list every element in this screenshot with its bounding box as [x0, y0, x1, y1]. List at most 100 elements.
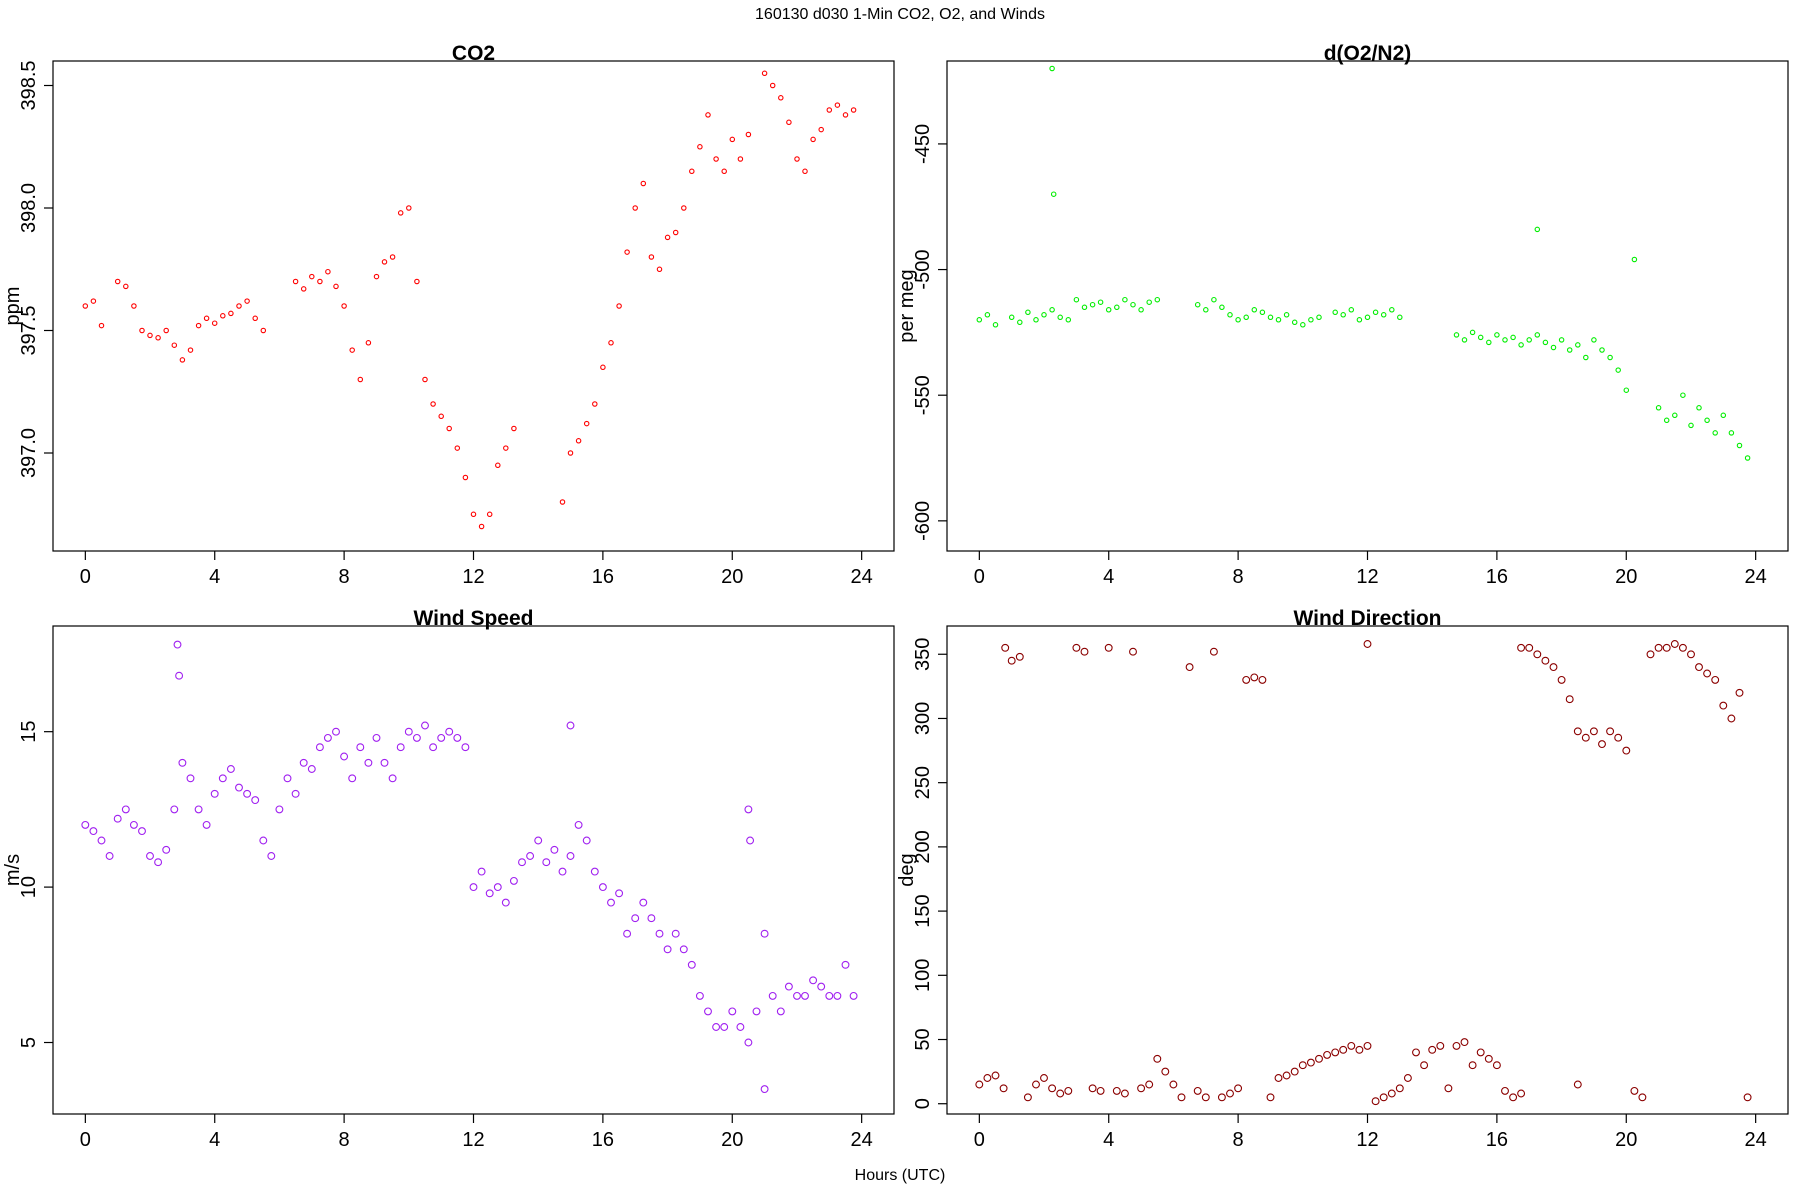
- wspd-data-point: [752, 1007, 761, 1016]
- o2n2-data-point: [1534, 332, 1541, 338]
- co2-y-tick-label: 398.5: [18, 60, 40, 110]
- wdir-data-point: [1323, 1050, 1332, 1059]
- wspd-data-point: [105, 852, 114, 860]
- wdir-data-point: [1403, 1074, 1412, 1082]
- co2-data-point: [373, 273, 380, 280]
- co2-data-point: [567, 450, 574, 456]
- o2n2-data-point: [1017, 319, 1023, 326]
- wspd-data-point: [833, 991, 842, 1000]
- co2-x-tick-label: 24: [851, 566, 873, 588]
- wspd-data-point: [623, 929, 632, 938]
- o2n2-x-tick-label: 16: [1486, 566, 1508, 588]
- wdir-y-tick-label: 100: [912, 959, 934, 992]
- co2-data-point: [672, 229, 679, 236]
- wspd-data-point: [841, 960, 850, 969]
- o2n2-data-point: [1372, 309, 1379, 316]
- co2-data-point: [357, 376, 364, 383]
- wspd-data-point: [493, 883, 502, 892]
- wspd-data-point: [162, 845, 171, 854]
- wdir-y-tick-label: 200: [912, 830, 934, 863]
- o2n2-data-point: [1049, 65, 1055, 72]
- wspd-data-point: [348, 774, 357, 783]
- o2n2-data-point: [1494, 332, 1500, 338]
- wspd-data-point: [291, 789, 300, 798]
- wspd-data-point: [173, 640, 182, 649]
- wdir-data-point: [1048, 1084, 1057, 1093]
- co2-title: CO2: [452, 42, 495, 65]
- wspd-data-point: [485, 889, 494, 898]
- wspd-data-point: [412, 733, 421, 742]
- o2n2-y-tick-label: -500: [912, 250, 934, 290]
- o2n2-panel: d(O2/N2) 0 4 8 12 16 20 24 -600 -550 -500 -450 per m…: [896, 42, 1789, 588]
- wspd-data-point: [825, 991, 834, 1000]
- co2-data-point: [632, 205, 638, 211]
- wspd-data-point: [558, 867, 567, 876]
- wdir-x-tick-label: 4: [1103, 1129, 1114, 1151]
- co2-data-point: [786, 119, 792, 126]
- wdir-data-point: [1266, 1093, 1275, 1102]
- o2n2-data-point: [1050, 191, 1057, 197]
- wdir-data-point: [1201, 1093, 1210, 1102]
- wspd-data-point: [283, 774, 292, 783]
- co2-data-point: [123, 283, 129, 290]
- wdir-data-point: [1290, 1067, 1299, 1076]
- o2n2-data-point: [1251, 307, 1258, 313]
- o2n2-data-point: [1575, 342, 1581, 348]
- o2n2-data-point: [1518, 342, 1524, 348]
- wdir-x-tick-label: 24: [1745, 1129, 1767, 1151]
- co2-data-point: [705, 112, 711, 118]
- wspd-data-point: [501, 898, 510, 907]
- co2-data-point: [778, 95, 784, 101]
- wspd-data-point: [243, 789, 252, 798]
- co2-data-point: [470, 511, 477, 518]
- wdir-data-point: [1153, 1054, 1162, 1063]
- o2n2-data-point: [1688, 422, 1694, 429]
- wdir-data-point: [1363, 1041, 1372, 1050]
- co2-data-point: [139, 327, 145, 334]
- o2n2-data-point: [1663, 417, 1670, 424]
- wspd-data-point: [776, 1007, 785, 1016]
- o2n2-data-point: [1502, 337, 1508, 343]
- wdir-data-point: [1032, 1080, 1040, 1089]
- wdir-data-point: [1185, 663, 1194, 672]
- wdir-x-tick-label: 8: [1233, 1129, 1244, 1151]
- wdir-data-point: [1452, 1041, 1461, 1050]
- o2n2-data-point: [992, 322, 999, 328]
- wdir-data-point: [1161, 1067, 1170, 1076]
- co2-data-point: [794, 156, 800, 162]
- o2n2-data-point: [1235, 317, 1241, 323]
- o2n2-data-point: [1397, 314, 1403, 321]
- wspd-y-tick-label: 5: [18, 1037, 40, 1048]
- co2-data-point: [729, 136, 736, 143]
- wdir-data-point: [1573, 727, 1582, 736]
- wdir-x-tick-label: 20: [1615, 1129, 1637, 1151]
- wdir-data-point: [1549, 663, 1558, 672]
- o2n2-data-point: [1486, 339, 1492, 346]
- o2n2-data-point: [1542, 339, 1549, 346]
- wdir-title: Wind Direction: [1294, 607, 1442, 630]
- wdir-data-point: [1501, 1086, 1509, 1095]
- co2-data-point: [155, 335, 161, 341]
- wspd-data-point: [146, 852, 154, 860]
- wspd-data-point: [760, 929, 769, 938]
- o2n2-data-point: [1583, 354, 1589, 361]
- co2-data-point: [349, 347, 355, 353]
- wspd-data-point: [631, 914, 640, 923]
- o2n2-data-point: [1550, 344, 1557, 351]
- wdir-data-point: [1120, 1089, 1129, 1098]
- wdir-data-point: [1412, 1048, 1420, 1057]
- o2n2-data-point: [1348, 307, 1355, 313]
- co2-data-point: [252, 315, 258, 322]
- o2n2-data-point: [1308, 317, 1314, 323]
- wdir-plot-frame: [946, 625, 1789, 1115]
- co2-data-point: [179, 357, 186, 363]
- wspd-data-point: [526, 852, 535, 860]
- wdir-data-point: [1428, 1045, 1437, 1054]
- co2-data-point: [575, 438, 582, 444]
- co2-data-point: [850, 107, 857, 113]
- wspd-data-point: [307, 765, 316, 773]
- wspd-data-point: [267, 852, 276, 860]
- o2n2-data-point: [1704, 417, 1710, 424]
- co2-y-axis-label: ppm: [2, 287, 24, 326]
- wdir-data-point: [975, 1080, 984, 1089]
